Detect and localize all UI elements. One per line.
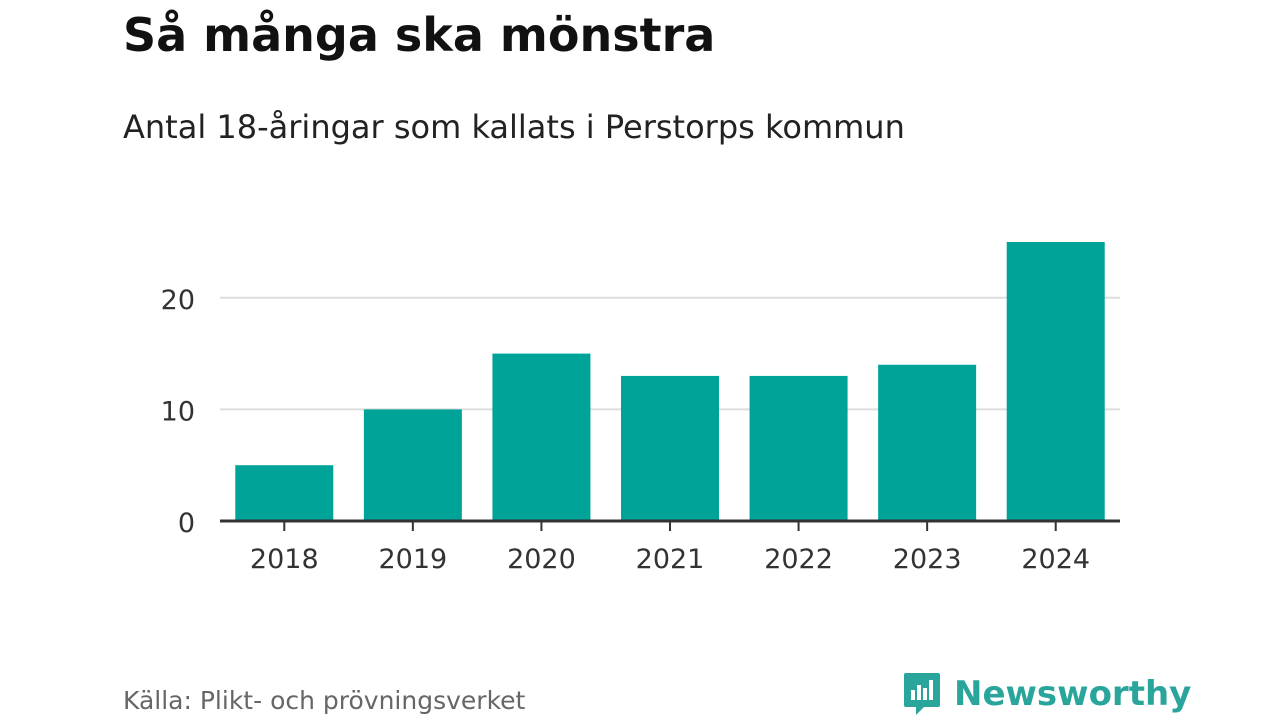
y-tick-label: 10 [161, 396, 195, 427]
bars [235, 242, 1105, 521]
brand-name: Newsworthy [954, 674, 1192, 714]
x-tick-label: 2024 [1021, 544, 1090, 575]
x-tick-label: 2022 [764, 544, 833, 575]
x-tick-label: 2021 [636, 544, 705, 575]
bar-chart: 0 10 20 2018 2019 2020 2021 2022 2023 2024 [161, 242, 1120, 575]
x-tick-label: 2019 [378, 544, 447, 575]
source-note: Källa: Plikt- och prövningsverket [123, 686, 526, 715]
bar-2021 [621, 375, 719, 521]
bar-2019 [363, 409, 462, 521]
newsworthy-logo-icon [904, 673, 940, 715]
y-tick-label: 0 [178, 508, 195, 539]
tick-labels: 0 10 20 2018 2019 2020 2021 2022 2023 2024 [161, 285, 1090, 575]
bar-2018 [235, 465, 334, 521]
bar-2022 [749, 375, 848, 521]
x-tick-label: 2020 [507, 544, 576, 575]
x-tick-label: 2023 [893, 544, 962, 575]
x-axis [220, 519, 1120, 531]
bar-2023 [878, 364, 977, 521]
chart-title: Så många ska mönstra [123, 8, 716, 62]
chart-subtitle: Antal 18-åringar som kallats i Perstorps… [123, 108, 905, 146]
brand-logo: Newsworthy [902, 670, 1191, 718]
x-tick-label: 2018 [250, 544, 319, 575]
bar-2020 [492, 353, 591, 521]
bar-2024 [1006, 242, 1105, 521]
y-tick-label: 20 [161, 285, 195, 316]
